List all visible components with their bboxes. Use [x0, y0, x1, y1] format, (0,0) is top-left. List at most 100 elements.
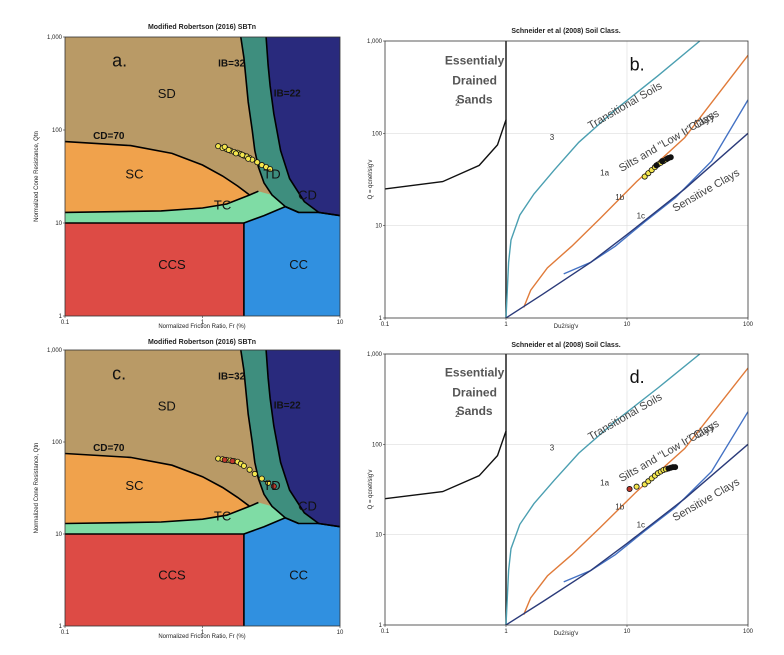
boundary-sensitive: [505, 132, 748, 318]
x-axis-label: Du2/sig'v: [554, 631, 579, 637]
boundary-drained-sands: [385, 41, 507, 190]
y-tick-label: 10: [55, 221, 62, 227]
data-point: [653, 162, 660, 169]
zone-label-tc: TC: [214, 197, 231, 212]
zone-cc: [243, 206, 340, 316]
zone-label-sd: SD: [158, 398, 176, 413]
plot-frame: [64, 36, 341, 317]
zone-label-ccs: CCS: [158, 568, 186, 583]
y-tick-label: 1: [59, 624, 63, 630]
data-point: [229, 458, 236, 465]
y-tick-label: 1: [379, 316, 383, 322]
zone-label-cc: CC: [289, 257, 308, 272]
zone-label-cd: CD: [298, 187, 317, 202]
boundary-drained-sands: [385, 354, 507, 500]
data-point: [258, 475, 265, 482]
class-number: 1c: [637, 211, 645, 220]
region-label: Transitional Soils: [586, 80, 665, 132]
x-tick-label: 0.1: [381, 629, 390, 635]
data-point: [659, 158, 666, 165]
region-label: Essentialy: [445, 53, 505, 67]
boundary-transitional: [505, 354, 701, 625]
zone-ccs: [65, 534, 244, 626]
class-number: 1a: [600, 168, 609, 177]
class-number: 1c: [637, 521, 645, 530]
class-number: 1a: [600, 479, 609, 488]
class-number: 3: [550, 133, 555, 142]
curve-label: CD=70: [93, 443, 125, 454]
data-point: [225, 146, 232, 153]
plot-area: [65, 350, 340, 626]
data-point: [221, 143, 228, 150]
x-tick-label: 100: [743, 322, 754, 328]
zone-label-cc: CC: [289, 568, 308, 583]
data-point: [232, 150, 239, 157]
x-tick-label: 0.1: [381, 322, 390, 328]
data-point: [633, 483, 640, 490]
y-tick-label: 10: [375, 224, 382, 230]
y-axis-label: Q = qcnet/sig'v: [368, 160, 374, 200]
zone-ccs: [65, 223, 244, 316]
class-number: 1b: [615, 502, 624, 511]
boundary-tc-cc: [243, 205, 286, 224]
x-tick-label: 1: [201, 320, 205, 326]
data-point: [641, 173, 648, 180]
y-tick-label: 100: [52, 128, 63, 134]
y-tick-label: 10: [375, 533, 382, 539]
plot-area: [385, 354, 748, 625]
boundary-cd-cc: [284, 205, 340, 217]
zone-label-tc: TC: [214, 509, 231, 524]
panel-label: b.: [630, 54, 645, 74]
boundary-sc-tc: [65, 190, 259, 214]
x-axis-label: Normalized Friction Ratio, Fr (%): [158, 324, 245, 330]
data-point: [626, 486, 633, 493]
boundary-sc-tc: [65, 501, 259, 525]
region-label: Clays: [687, 421, 717, 445]
y-tick-label: 100: [372, 131, 383, 137]
region-label: Sands: [457, 404, 493, 418]
panel-label: a.: [112, 51, 127, 71]
region-label: Drained: [452, 73, 497, 87]
data-point: [251, 470, 258, 477]
x-tick-label: 10: [337, 320, 344, 326]
region-label: Sensitive Clays: [671, 476, 743, 524]
chart-title: Modified Robertson (2016) SBTn: [148, 24, 256, 31]
zone-label-td: TD: [263, 478, 280, 493]
boundary-sensitive: [505, 443, 748, 625]
region-label: Clays: [687, 110, 717, 134]
zone-tc: [65, 502, 286, 534]
plot-frame: [64, 349, 341, 627]
boundary-cd-cc: [284, 517, 340, 528]
zone-sc: [65, 453, 250, 524]
x-tick-label: 1: [201, 630, 205, 636]
zone-label-td: TD: [263, 167, 280, 182]
plot-area: [385, 41, 748, 318]
zone-sc: [65, 141, 250, 213]
boundary-tc-cc: [243, 517, 286, 535]
zone-label-ccs: CCS: [158, 257, 186, 272]
zone-tc: [65, 191, 286, 223]
data-point: [270, 483, 277, 490]
data-point: [265, 479, 272, 486]
zone-cd: [266, 37, 340, 216]
zone-label-sc: SC: [125, 478, 143, 493]
region-label: Essentialy: [445, 366, 505, 380]
data-point: [672, 464, 679, 471]
y-tick-label: 1,000: [367, 39, 383, 45]
curve-label: CD=70: [93, 131, 125, 142]
curve-label: IB=32: [218, 59, 245, 70]
plot-frame: [384, 40, 749, 319]
data-point: [245, 155, 252, 162]
data-point: [239, 151, 246, 158]
plot-frame: [384, 353, 749, 626]
data-point: [664, 155, 671, 162]
data-point: [254, 159, 261, 166]
plot-area: [65, 37, 340, 316]
y-tick-label: 1: [379, 623, 383, 629]
region-label: Transitional Soils: [586, 391, 665, 443]
y-tick-label: 1,000: [367, 352, 383, 358]
boundary-transitional: [505, 41, 701, 318]
boundary-ib32: [240, 37, 299, 214]
boundary-ib22: [265, 37, 340, 217]
